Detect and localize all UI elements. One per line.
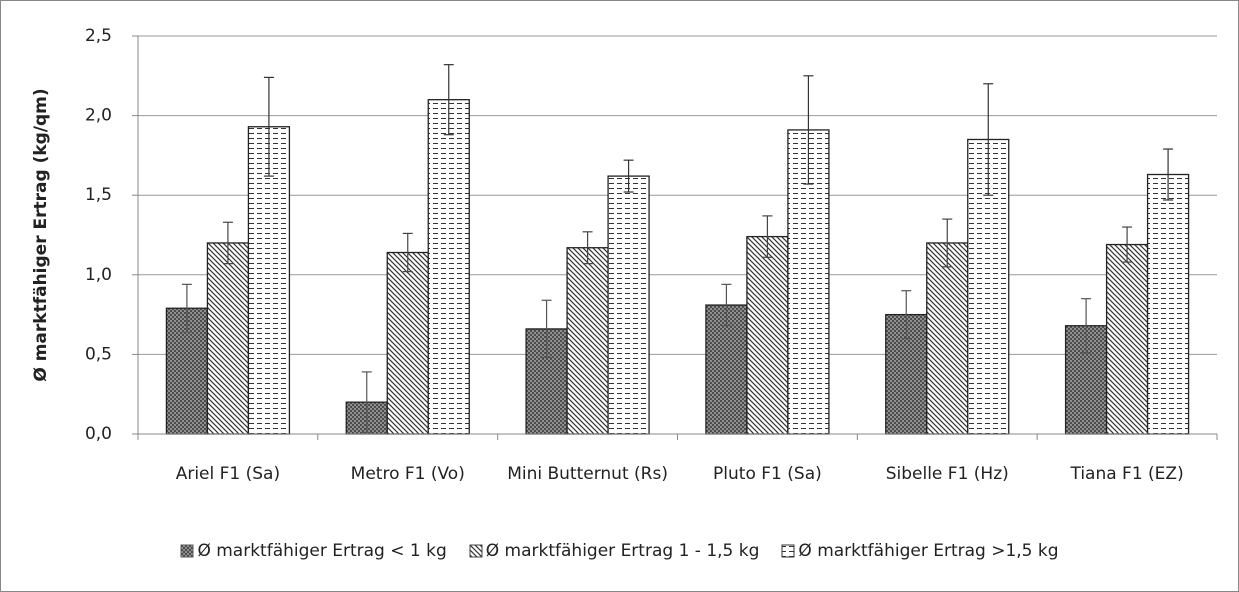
error-bar [721,283,732,327]
bar [1146,173,1190,435]
y-tick-label: 2,5 [85,26,112,46]
legend-swatch [180,544,194,558]
y-tick-label: 0,5 [85,344,112,364]
error-bar [1122,226,1133,263]
legend-item: Ø marktfähiger Ertrag < 1 kg [180,541,447,561]
error-bar [1081,298,1092,354]
x-tick-label: Tiana F1 (EZ) [1070,464,1184,484]
x-tick-label: Metro F1 (Vo) [350,464,465,484]
error-bar [803,75,814,185]
error-bar [582,231,593,265]
error-bar [263,76,274,177]
x-tick-label: Pluto F1 (Sa) [713,464,822,484]
bar [607,175,650,435]
bar [746,235,789,435]
bar [427,99,470,435]
bar [1105,243,1149,435]
legend: Ø marktfähiger Ertrag < 1 kg Ø marktfähig… [1,541,1238,561]
y-tick-label: 0,0 [85,424,112,444]
legend-label: Ø marktfähiger Ertrag < 1 kg [197,541,447,561]
error-bar [983,83,994,196]
bar [247,126,291,435]
error-bar [623,159,634,193]
legend-item: Ø marktfähiger Ertrag >1,5 kg [781,541,1059,561]
x-tick-label: Ariel F1 (Sa) [175,464,281,484]
error-bar [222,221,233,265]
error-bar [541,299,552,359]
legend-swatch [781,544,795,558]
error-bar [361,371,372,434]
x-tick-label: Sibelle F1 (Hz) [885,464,1009,484]
error-bar [1163,148,1174,201]
error-bar [443,64,454,136]
y-tick-label: 1,0 [85,265,112,285]
legend-label: Ø marktfähiger Ertrag >1,5 kg [798,541,1059,561]
legend-item: Ø marktfähiger Ertrag 1 - 1,5 kg [469,541,760,561]
bar [926,242,969,435]
y-tick-label: 2,0 [85,106,112,126]
bar [386,251,429,435]
y-tick-label: 1,5 [85,185,112,205]
x-tick-label: Mini Butternut (Rs) [507,464,668,484]
legend-label: Ø marktfähiger Ertrag 1 - 1,5 kg [485,541,760,561]
bar [206,242,250,435]
legend-swatch [469,544,483,558]
y-axis-label: Ø marktfähiger Ertrag (kg/qm) [31,88,51,381]
bar [566,247,609,435]
error-bar [402,232,413,273]
error-bar [901,290,912,340]
error-bar [942,218,953,268]
error-bar [181,283,192,333]
error-bar [762,215,773,258]
